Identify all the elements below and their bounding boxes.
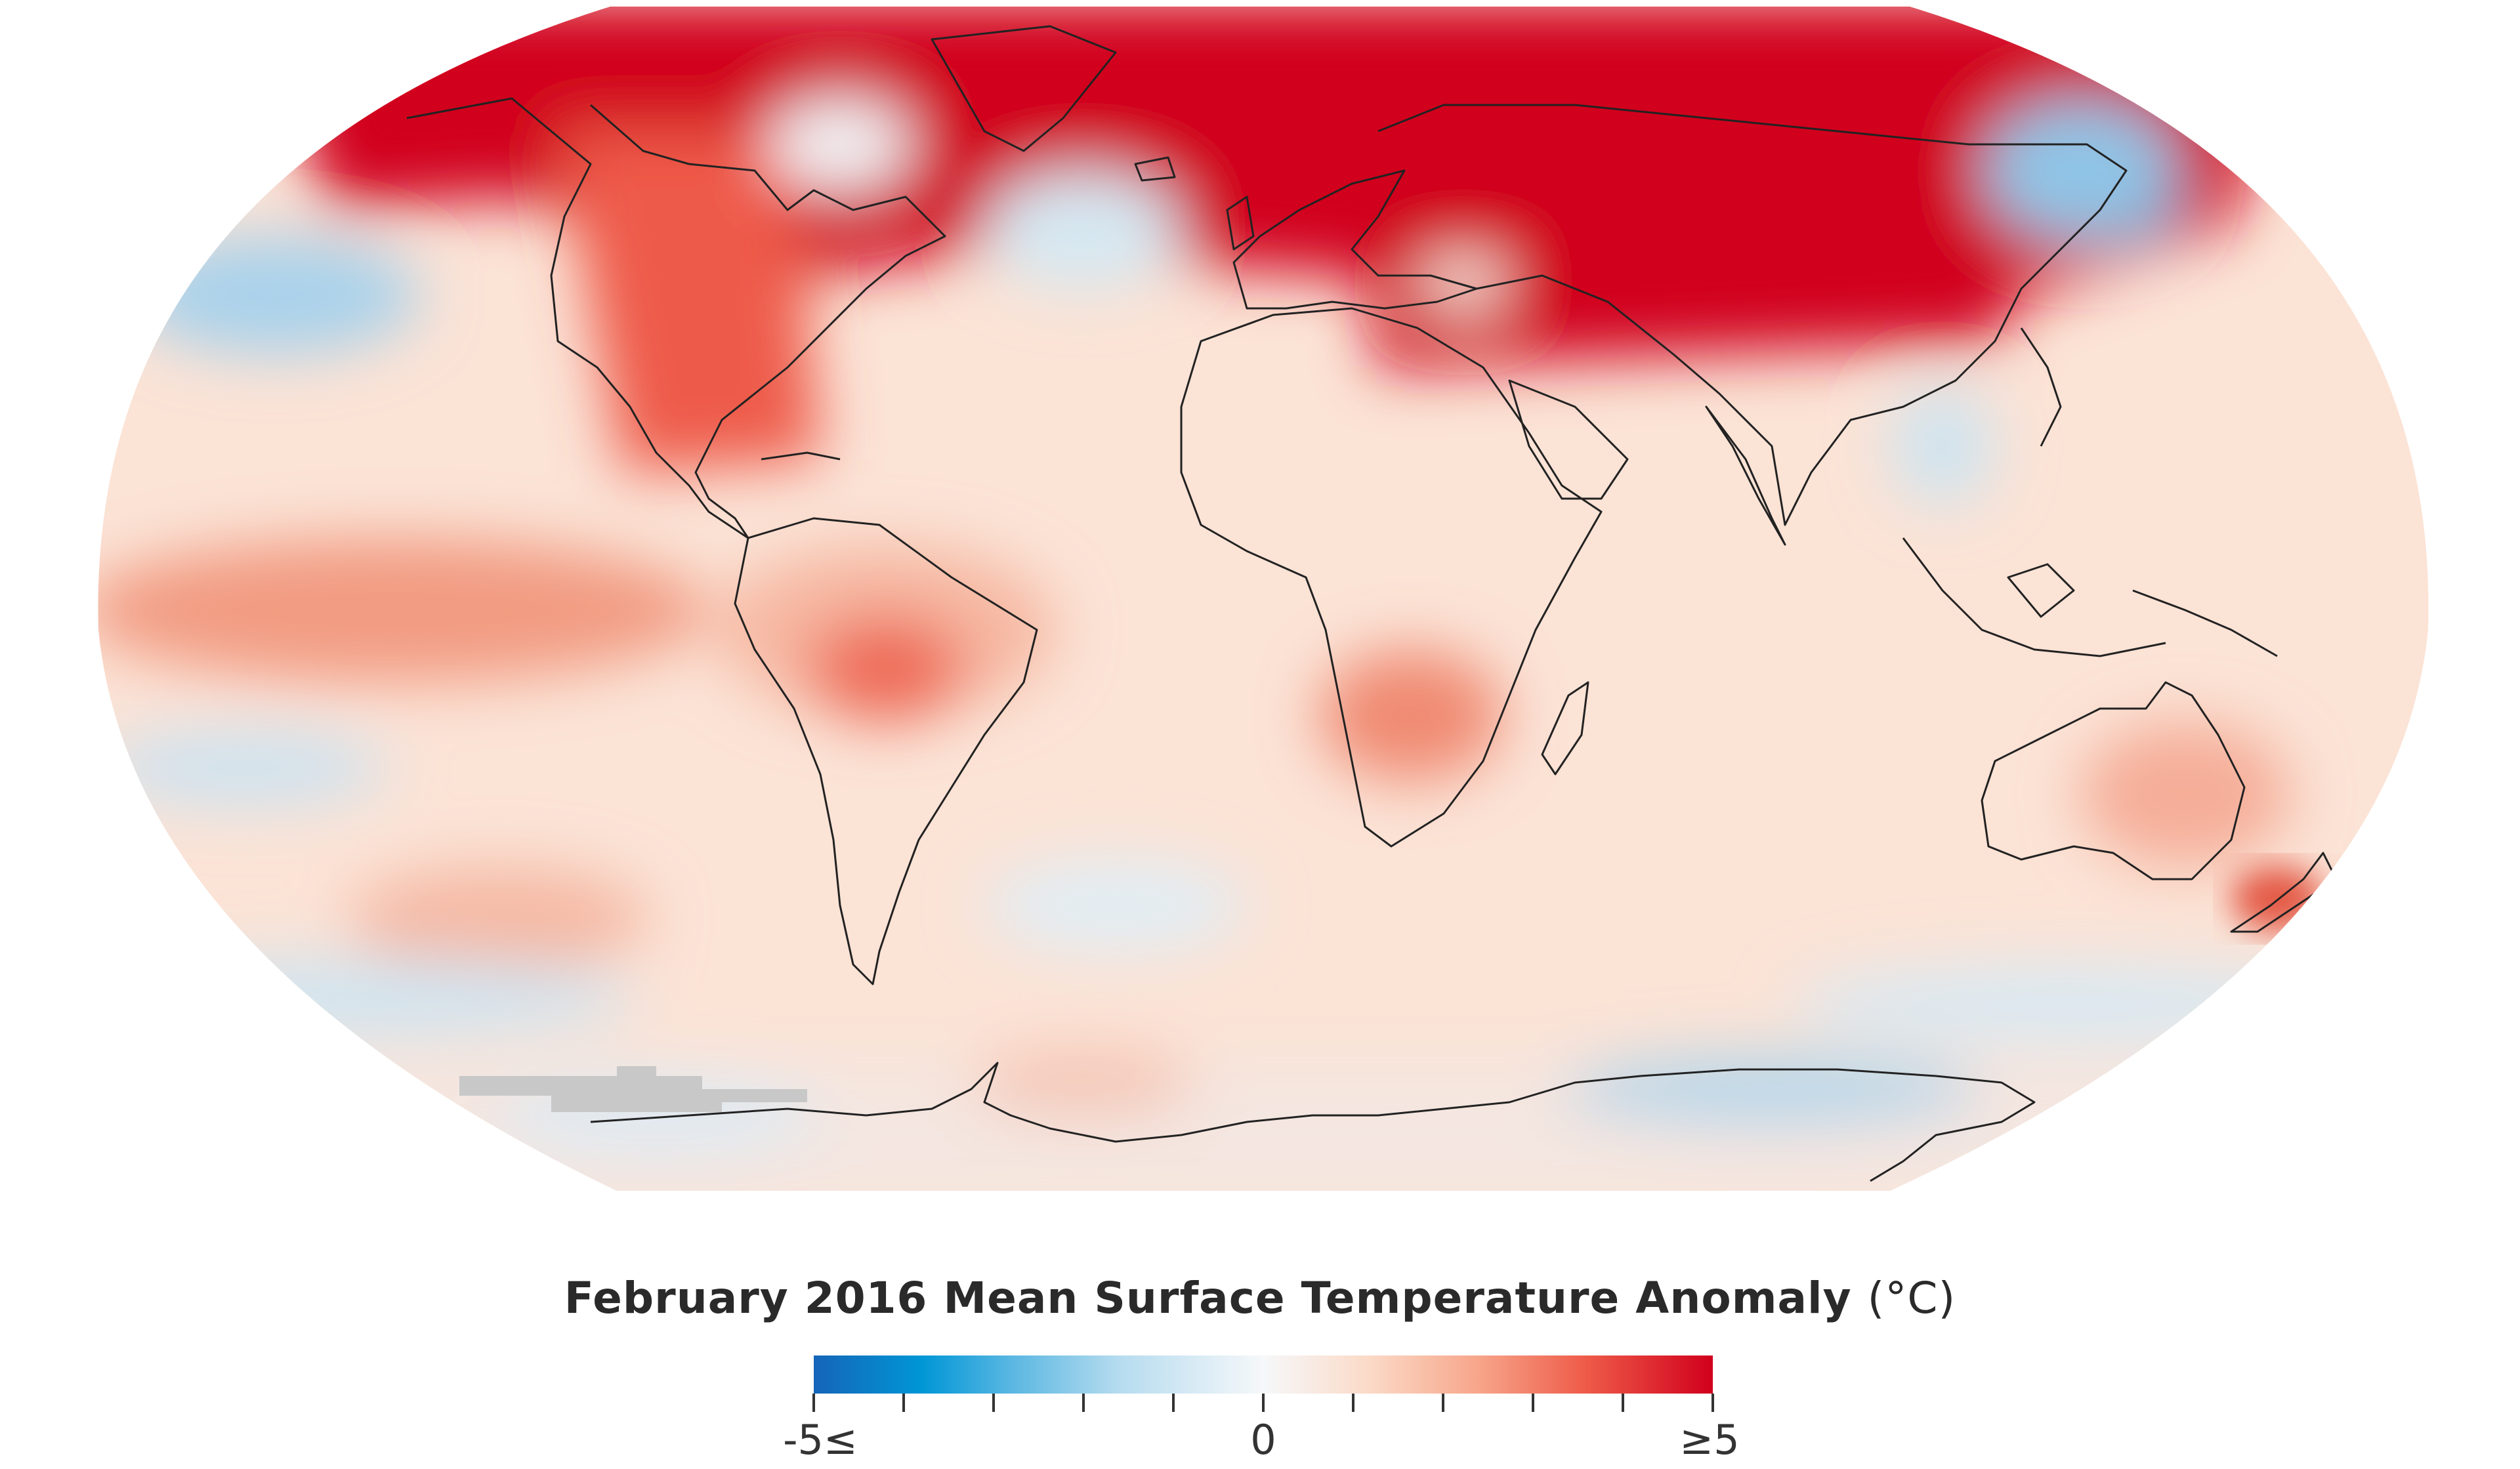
color-scale-tick: [812, 1394, 815, 1412]
legend-unit: (°C): [1867, 1273, 1956, 1323]
legend-max-label: ≥5: [1679, 1416, 1740, 1464]
color-scale-tick: [1262, 1394, 1265, 1412]
color-scale-tick: [1082, 1394, 1085, 1412]
map-svg: [98, 7, 2429, 1191]
no-data-region: [459, 1066, 807, 1112]
temperature-anomaly-map: [98, 7, 2429, 1191]
color-scale-tick: [1442, 1394, 1444, 1412]
legend-mid-label: 0: [1250, 1416, 1276, 1464]
legend-min-label: -5≤: [783, 1416, 858, 1464]
color-scale-tick: [1712, 1394, 1714, 1412]
color-scale-tick: [1532, 1394, 1534, 1412]
color-scale-tick: [1622, 1394, 1624, 1412]
color-scale-bar: [814, 1355, 1713, 1394]
color-scale-ticks: [812, 1394, 1714, 1413]
coastlines: [406, 25, 2338, 1182]
color-scale-tick: [1352, 1394, 1354, 1412]
legend-title-text: February 2016 Mean Surface Temperature A…: [564, 1273, 1852, 1323]
color-scale-tick: [902, 1394, 905, 1412]
globe: [98, 7, 2429, 1191]
legend: February 2016 Mean Surface Temperature A…: [0, 1273, 2520, 1469]
color-scale-tick: [1172, 1394, 1175, 1412]
color-scale-tick: [992, 1394, 995, 1412]
legend-title: February 2016 Mean Surface Temperature A…: [0, 1273, 2520, 1323]
